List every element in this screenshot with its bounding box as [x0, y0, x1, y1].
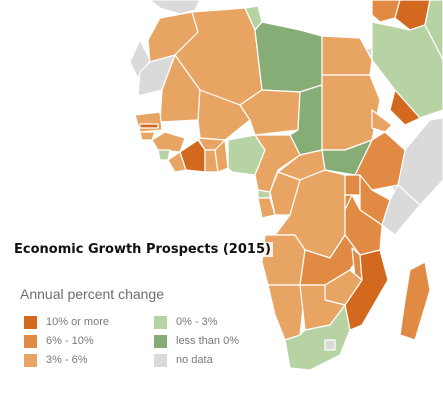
region-guinea-bissau [139, 131, 156, 141]
region-south-africa [284, 304, 351, 371]
region-madagascar [399, 261, 431, 341]
region-somalia [381, 184, 421, 236]
region-lesotho [324, 339, 336, 351]
legend-item-no-data: no data [154, 352, 213, 368]
middle-east [371, 0, 443, 126]
africa-countries [134, 5, 431, 371]
region-yemen [389, 88, 421, 126]
legend-label: less than 0% [176, 335, 239, 347]
legend-swatch [154, 334, 167, 348]
region-uganda [344, 174, 361, 196]
legend-swatch [24, 334, 37, 348]
region-saudi [371, 21, 443, 119]
legend-item-3-6: 3% - 6% [24, 352, 88, 368]
region-sudan [321, 74, 381, 151]
legend-item-0-3: 0% - 3% [154, 314, 218, 330]
legend-label: 6% - 10% [46, 335, 94, 347]
legend-label: 10% or more [46, 316, 109, 328]
region-egypt [321, 35, 373, 76]
region-eritrea [371, 109, 393, 133]
region-equatorial-guinea [257, 189, 271, 199]
legend-label: 0% - 3% [176, 316, 218, 328]
europe-land [149, 0, 201, 15]
legend-item-less-than-0: less than 0% [154, 333, 239, 349]
map-title: Economic Growth Prospects (2015) [12, 242, 273, 257]
region-iran [424, 0, 443, 61]
legend-swatch [154, 315, 167, 329]
legend-swatch [24, 353, 37, 367]
legend-title: Annual percent change [20, 286, 164, 302]
legend-item-10-plus: 10% or more [24, 314, 109, 330]
legend-item-6-10: 6% - 10% [24, 333, 94, 349]
iberia-land [129, 38, 151, 79]
legend-swatch [24, 315, 37, 329]
legend: 10% or more 6% - 10% 3% - 6% 0% - 3% les… [24, 314, 284, 370]
horn-land [391, 117, 443, 206]
region-senegal [134, 111, 163, 133]
region-levant [371, 0, 401, 23]
legend-swatch [154, 353, 167, 367]
legend-label: 3% - 6% [46, 354, 88, 366]
region-guinea [151, 131, 186, 153]
legend-label: no data [176, 354, 213, 366]
region-libya [254, 21, 323, 93]
region-gambia [139, 123, 159, 129]
region-sierra-leone [157, 149, 171, 161]
